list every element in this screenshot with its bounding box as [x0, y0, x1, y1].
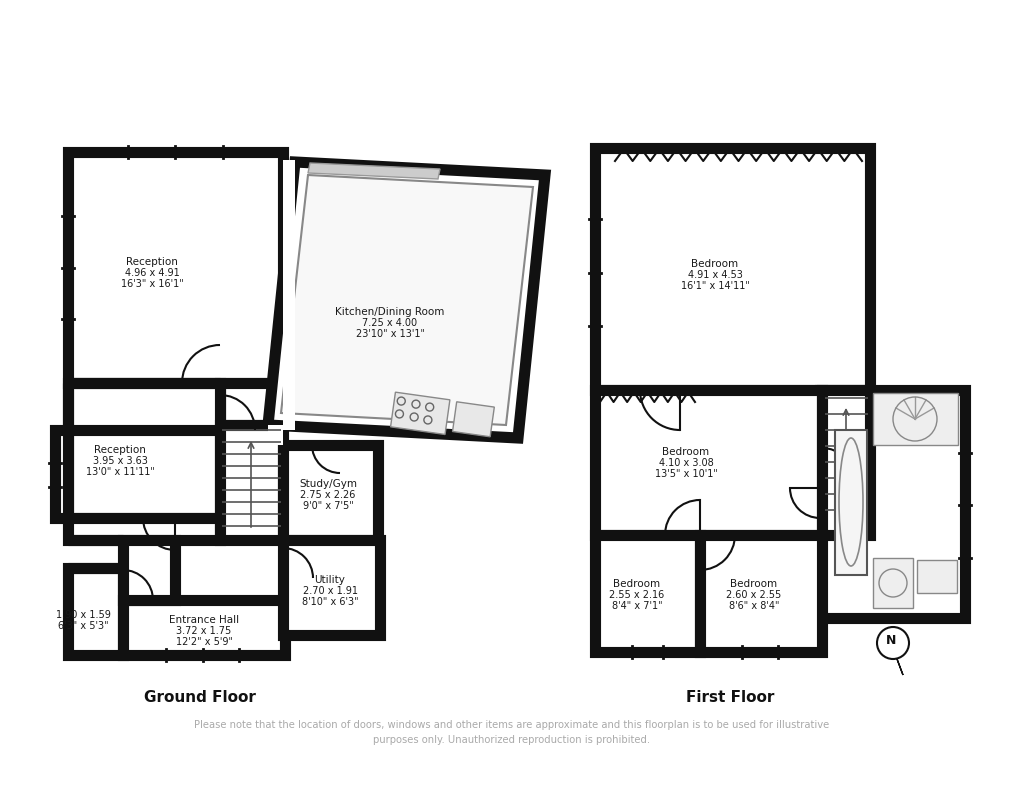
Text: 2.55 x 2.16: 2.55 x 2.16	[609, 590, 665, 600]
Text: 3.72 x 1.75: 3.72 x 1.75	[176, 626, 231, 636]
Text: 16'1" x 14'11": 16'1" x 14'11"	[681, 281, 750, 291]
Bar	[918, 560, 957, 593]
Text: 3.95 x 3.63: 3.95 x 3.63	[92, 456, 147, 466]
Bar	[390, 392, 450, 434]
Bar	[123, 540, 175, 600]
Polygon shape	[281, 175, 534, 425]
Bar	[595, 535, 700, 652]
Text: First Floor: First Floor	[686, 691, 774, 706]
Text: purposes only. Unauthorized reproduction is prohibited.: purposes only. Unauthorized reproduction…	[374, 735, 650, 745]
Text: 8'6" x 8'4": 8'6" x 8'4"	[729, 601, 779, 611]
Text: Kitchen/Dining Room: Kitchen/Dining Room	[335, 307, 444, 317]
Text: Bedroom: Bedroom	[730, 579, 777, 589]
Text: 23'10" x 13'1": 23'10" x 13'1"	[355, 329, 425, 339]
Bar	[595, 148, 870, 390]
Bar	[68, 568, 123, 655]
Text: 2.60 x 2.55: 2.60 x 2.55	[726, 590, 781, 600]
Text: Ground Floor: Ground Floor	[144, 691, 256, 706]
Polygon shape	[308, 163, 440, 179]
Bar	[453, 402, 495, 437]
Text: 13'5" x 10'1": 13'5" x 10'1"	[654, 469, 718, 479]
Text: 2.70 x 1.91: 2.70 x 1.91	[302, 586, 357, 596]
Text: Please note that the location of doors, windows and other items are approximate : Please note that the location of doors, …	[195, 720, 829, 730]
Text: 4.10 x 3.08: 4.10 x 3.08	[658, 458, 714, 468]
Bar	[835, 430, 867, 575]
Polygon shape	[283, 160, 295, 430]
Bar	[123, 600, 285, 655]
Text: 9'0" x 7'5": 9'0" x 7'5"	[303, 501, 353, 511]
Text: N: N	[886, 634, 896, 648]
Text: Bedroom: Bedroom	[613, 579, 660, 589]
Bar	[595, 390, 822, 535]
Bar	[283, 445, 378, 540]
Text: 8'4" x 7'1": 8'4" x 7'1"	[611, 601, 663, 611]
Text: Reception: Reception	[126, 257, 178, 267]
Text: 4.91 x 4.53: 4.91 x 4.53	[687, 270, 742, 280]
Bar	[873, 558, 913, 608]
Text: Reception: Reception	[94, 445, 146, 455]
Text: 8'10" x 6'3": 8'10" x 6'3"	[302, 597, 358, 607]
Bar	[822, 390, 870, 535]
Text: Utility: Utility	[314, 575, 345, 585]
Polygon shape	[268, 425, 283, 445]
Text: 1.90 x 1.59: 1.90 x 1.59	[55, 610, 111, 620]
Polygon shape	[268, 162, 545, 438]
Text: Bedroom: Bedroom	[691, 259, 738, 269]
Text: 12'2" x 5'9": 12'2" x 5'9"	[175, 637, 232, 647]
Text: Entrance Hall: Entrance Hall	[169, 615, 239, 625]
Bar	[283, 540, 380, 635]
Bar	[68, 152, 283, 383]
Bar	[220, 425, 283, 540]
Text: 6'3" x 5'3": 6'3" x 5'3"	[57, 621, 109, 631]
Polygon shape	[897, 659, 903, 675]
Text: 7.25 x 4.00: 7.25 x 4.00	[362, 318, 418, 328]
Bar	[820, 390, 965, 618]
Bar	[700, 535, 822, 652]
Bar	[68, 383, 220, 518]
Text: 16'3" x 16'1": 16'3" x 16'1"	[121, 279, 183, 289]
Text: 13'0" x 11'11": 13'0" x 11'11"	[86, 467, 155, 477]
Bar	[68, 518, 220, 540]
Text: Bedroom: Bedroom	[663, 447, 710, 457]
Text: 2.75 x 2.26: 2.75 x 2.26	[300, 490, 355, 500]
Bar	[873, 393, 958, 445]
Text: Study/Gym: Study/Gym	[299, 479, 357, 489]
Bar	[220, 383, 283, 425]
Text: 4.96 x 4.91: 4.96 x 4.91	[125, 268, 179, 278]
Bar	[55, 430, 68, 518]
